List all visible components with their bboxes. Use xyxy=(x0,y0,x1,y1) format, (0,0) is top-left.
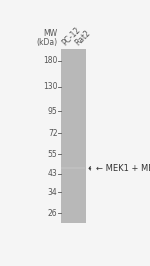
Bar xyxy=(61,167,85,169)
Text: 26: 26 xyxy=(48,209,57,218)
Text: 55: 55 xyxy=(48,150,57,159)
Text: 34: 34 xyxy=(48,188,57,197)
Text: 95: 95 xyxy=(48,107,57,116)
Text: 72: 72 xyxy=(48,128,57,138)
Text: Rat2: Rat2 xyxy=(73,28,92,47)
Text: 130: 130 xyxy=(43,82,57,91)
Bar xyxy=(61,49,86,223)
Text: 180: 180 xyxy=(43,56,57,65)
Text: 43: 43 xyxy=(48,169,57,178)
Text: MW
(kDa): MW (kDa) xyxy=(36,29,57,47)
Text: PC-12: PC-12 xyxy=(61,25,83,47)
Text: ← MEK1 + MEK2: ← MEK1 + MEK2 xyxy=(89,164,150,173)
